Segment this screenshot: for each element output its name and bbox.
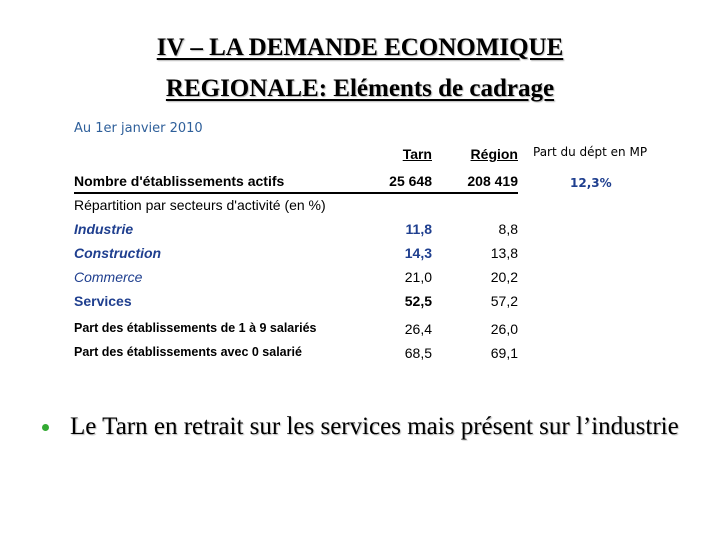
header-part-dept: Part du dépt en MP [533,145,648,159]
row-value-region: 57,2 [490,293,518,309]
row-label: Part des établissements avec 0 salarié [74,345,302,359]
bullet-icon [42,424,49,431]
row-value-tarn: 25 648 [389,173,432,189]
table-row: Commerce 21,0 20,2 [74,267,524,289]
row-value-region: 208 419 [467,173,518,189]
row-label: Part des établissements de 1 à 9 salarié… [74,321,317,335]
table-divider [74,192,518,194]
table-subtitle: Au 1er janvier 2010 [74,121,203,136]
table-row: Services 52,5 57,2 [74,291,524,313]
table-row: Part des établissements de 1 à 9 salarié… [74,319,524,341]
bullet-text: Le Tarn en retrait sur les services mais… [70,413,679,440]
row-label: Répartition par secteurs d'activité (en … [74,197,326,213]
part-dept-value: 12,3% [570,176,612,190]
row-label: Nombre d'établissements actifs [74,173,285,189]
table-row: Construction 14,3 13,8 [74,243,524,265]
row-label: Commerce [74,269,143,285]
row-value-tarn: 14,3 [404,245,432,261]
table-row: Nombre d'établissements actifs 25 648 20… [74,171,524,193]
row-value-region: 20,2 [490,269,518,285]
table-row: Répartition par secteurs d'activité (en … [74,195,524,217]
header-region: Région [470,146,518,162]
row-value-tarn: 26,4 [404,321,432,337]
table-row: Part des établissements avec 0 salarié 6… [74,343,524,365]
row-value-tarn: 52,5 [404,293,432,309]
title-line-1: IV – LA DEMANDE ECONOMIQUE [156,34,564,61]
row-label: Construction [74,245,162,261]
title-line-2: REGIONALE: Eléments de cadrage [165,75,555,102]
row-value-tarn: 68,5 [404,345,432,361]
row-label: Industrie [74,221,134,237]
row-value-tarn: 21,0 [404,269,432,285]
header-tarn: Tarn [402,146,432,162]
row-value-region: 69,1 [490,345,518,361]
row-value-tarn: 11,8 [405,221,432,237]
row-value-region: 13,8 [490,245,518,261]
row-label: Services [74,293,132,309]
table-row: Industrie 11,8 8,8 [74,219,524,241]
row-value-region: 26,0 [490,321,518,337]
row-value-region: 8,8 [498,221,518,237]
